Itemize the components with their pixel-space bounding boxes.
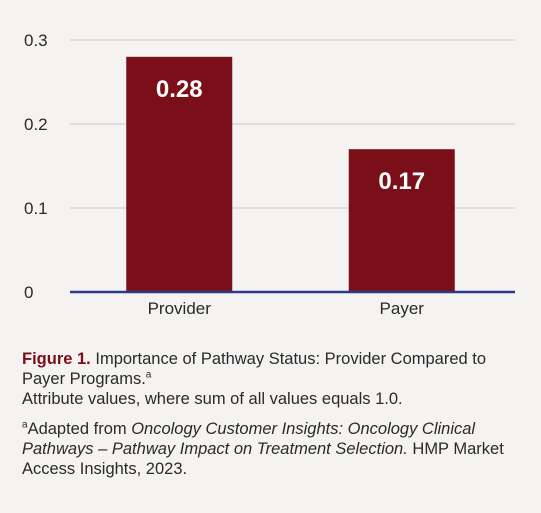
bar: [348, 149, 455, 292]
caption-title-footnote-marker: a: [145, 369, 152, 381]
bar: [126, 56, 233, 292]
figure-caption: Figure 1. Importance of Pathway Status: …: [22, 349, 532, 479]
source-footnote-marker: a: [22, 419, 28, 431]
y-tick-label: 0.2: [24, 115, 48, 134]
figure-label: Figure 1.: [22, 350, 91, 368]
bars: [126, 56, 455, 292]
y-tick-label: 0.3: [24, 31, 48, 50]
y-tick-label: 0: [24, 283, 33, 302]
y-axis-ticks: 0 0.1 0.2 0.3: [24, 31, 48, 302]
source-suffix: HMP Market Access Insights, 2023.: [22, 440, 504, 478]
bar-chart: 0 0.1 0.2 0.3 0.28 0.17 Provider Payer: [24, 31, 515, 318]
y-tick-label: 0.1: [24, 199, 48, 218]
value-labels: 0.28 0.17: [156, 76, 425, 195]
caption-description: Attribute values, where sum of all value…: [22, 390, 403, 408]
x-axis-ticks: Provider Payer: [148, 299, 425, 318]
x-tick-label: Provider: [148, 299, 212, 318]
bar-value-label: 0.17: [378, 168, 425, 195]
bar-value-label: 0.28: [156, 76, 203, 103]
caption-title: Figure 1. Importance of Pathway Status: …: [22, 349, 532, 389]
source-note: aAdapted from Oncology Customer Insights…: [22, 419, 532, 479]
source-title: Oncology Customer Insights: Oncology Cli…: [22, 420, 476, 458]
chart-area: 0 0.1 0.2 0.3 0.28 0.17 Provider Payer: [24, 31, 515, 318]
source-prefix: Adapted from: [27, 420, 132, 438]
x-tick-label: Payer: [380, 299, 425, 318]
caption-title-text: Importance of Pathway Status: Provider C…: [22, 350, 487, 388]
